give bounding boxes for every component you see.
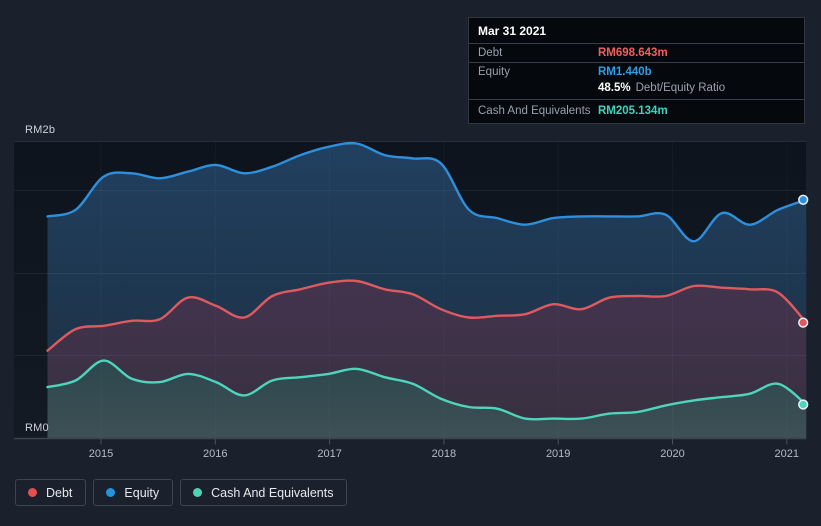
x-axis-label-2017: 2017 [317, 448, 342, 460]
tooltip-cash-label: Cash And Equivalents [478, 105, 591, 117]
tooltip-debt-label: Debt [478, 47, 503, 59]
tooltip-ratio-label: Debt/Equity Ratio [635, 82, 726, 94]
x-axis-ticks [100, 439, 788, 445]
horizontal-gridlines [14, 141, 806, 356]
x-axis-label-2020: 2020 [660, 448, 685, 460]
legend-equity-label: Equity [124, 485, 160, 500]
series-lines [46, 141, 808, 421]
marker-debt [798, 317, 809, 328]
equity-dot-icon [106, 488, 116, 497]
line-cash-and-equivalents [46, 359, 808, 421]
tooltip-cash-value: RM205.134m [598, 105, 668, 117]
x-axis-label-2019: 2019 [545, 448, 571, 460]
tooltip-date: Mar 31 2021 [469, 18, 804, 44]
marker-equity [798, 194, 809, 205]
legend-cash-label: Cash And Equivalents [211, 485, 334, 500]
legend-item-cash[interactable]: Cash And Equivalents [180, 479, 348, 506]
line-equity [46, 141, 808, 243]
vertical-gridlines [100, 141, 788, 438]
y-axis-label-bottom: RM0 [25, 422, 49, 434]
marker-cash-and-equivalents [798, 399, 809, 410]
legend-item-equity[interactable]: Equity [93, 479, 174, 506]
tooltip-ratio-value: 48.5% [598, 82, 631, 94]
tooltip-debt-value: RM698.643m [598, 47, 668, 59]
line-debt [46, 279, 808, 352]
area-cash-and-equivalents [47, 360, 807, 439]
x-axis-label-2016: 2016 [203, 448, 228, 460]
tooltip-equity-label: Equity [478, 66, 510, 78]
x-axis-label-2021: 2021 [774, 448, 800, 460]
tooltip-debt-row: Debt RM698.643m [469, 44, 804, 63]
tooltip-equity-row: Equity RM1.440b [469, 63, 804, 81]
tooltip-ratio-row: 48.5% Debt/Equity Ratio [469, 81, 804, 100]
x-axis-label-2018: 2018 [431, 448, 457, 460]
chart-legend: Debt Equity Cash And Equivalents [15, 479, 348, 506]
y-axis-label-top: RM2b [25, 124, 56, 136]
tooltip-cash-row: Cash And Equivalents RM205.134m [469, 100, 804, 123]
chart-tooltip: Mar 31 2021 Debt RM698.643m Equity RM1.4… [468, 17, 805, 124]
debt-dot-icon [28, 488, 37, 497]
tooltip-equity-value: RM1.440b [598, 66, 652, 78]
legend-debt-label: Debt [46, 485, 73, 500]
legend-item-debt[interactable]: Debt [15, 479, 87, 506]
cash-dot-icon [193, 488, 203, 497]
last-point-markers [798, 194, 809, 410]
x-axis-label-2015: 2015 [88, 448, 114, 460]
